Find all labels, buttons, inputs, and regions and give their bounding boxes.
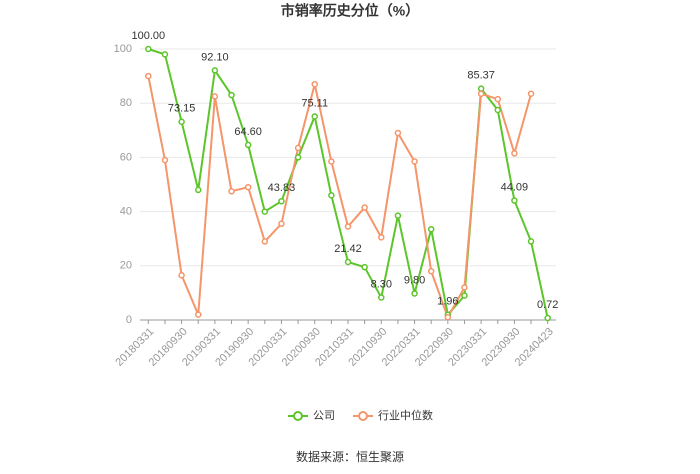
point — [161, 51, 169, 58]
point — [527, 90, 535, 97]
point — [444, 314, 452, 321]
point — [494, 106, 502, 114]
y-tick-label: 20 — [120, 260, 132, 272]
point — [228, 91, 235, 99]
point — [294, 144, 302, 152]
data-label: 9.80 — [404, 274, 425, 286]
point — [361, 263, 368, 271]
data-label: 85.37 — [467, 70, 495, 82]
point — [328, 192, 335, 199]
point — [378, 234, 385, 241]
data-label: 8.30 — [371, 278, 392, 290]
point — [261, 208, 269, 215]
point — [244, 183, 252, 191]
point — [261, 238, 269, 245]
legend-marker — [358, 411, 368, 421]
point — [311, 80, 318, 88]
point — [427, 225, 435, 233]
point — [461, 292, 468, 299]
y-tick-label: 100 — [114, 43, 132, 55]
chart-title: 市销率历史分位（%） — [281, 3, 419, 19]
data-label: 64.60 — [234, 126, 262, 138]
y-tick-label: 80 — [120, 97, 132, 109]
point — [394, 129, 402, 137]
legend-marker — [293, 411, 303, 421]
point — [194, 186, 202, 194]
point — [194, 311, 202, 318]
source: 数据来源：恒生聚源 — [296, 449, 404, 464]
point — [427, 267, 435, 275]
point — [278, 197, 285, 205]
point — [278, 220, 285, 228]
point — [294, 154, 302, 161]
point — [145, 45, 152, 53]
point — [178, 118, 185, 126]
point — [394, 212, 402, 219]
point — [511, 150, 518, 157]
point — [378, 294, 385, 301]
point — [477, 85, 485, 92]
point — [328, 158, 335, 165]
data-label: 73.15 — [168, 103, 196, 115]
data-label: 21.42 — [334, 243, 362, 255]
data-label: 1.96 — [437, 296, 458, 308]
point — [161, 156, 169, 164]
data-label: 43.83 — [268, 182, 296, 194]
point — [244, 141, 252, 149]
y-tick-label: 0 — [126, 314, 132, 326]
point — [361, 204, 368, 211]
legend-label: 行业中位数 — [378, 408, 433, 422]
y-tick-label: 40 — [120, 206, 132, 218]
point — [228, 188, 235, 195]
point — [411, 290, 418, 297]
data-label: 44.09 — [501, 181, 529, 193]
series-line — [147, 75, 533, 320]
point — [211, 67, 219, 74]
y-tick-label: 60 — [120, 151, 132, 163]
legend-label: 公司 — [313, 410, 335, 422]
point — [527, 238, 535, 245]
point — [211, 93, 219, 100]
point — [145, 72, 152, 80]
data-label: 0.72 — [537, 299, 558, 311]
point — [311, 113, 318, 120]
data-label: 92.10 — [201, 51, 229, 63]
point — [494, 95, 502, 103]
point — [544, 314, 551, 322]
point — [178, 272, 185, 279]
point — [477, 90, 485, 97]
point — [461, 284, 468, 291]
point — [344, 258, 352, 266]
data-label: 75.11 — [301, 97, 328, 109]
point — [511, 197, 518, 204]
point — [344, 223, 352, 230]
data-label: 100.00 — [131, 30, 165, 42]
point — [411, 158, 418, 165]
